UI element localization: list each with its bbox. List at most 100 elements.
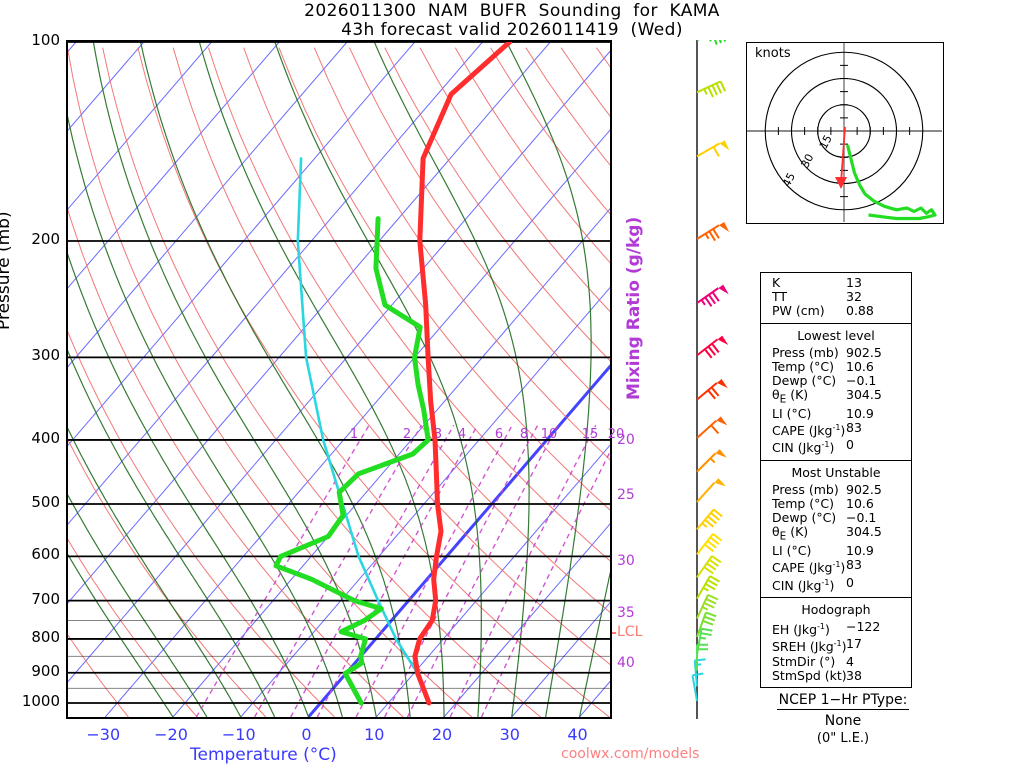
stats-value: 902.5 (846, 344, 882, 360)
stats-key: Press (mb) (772, 344, 839, 360)
stats-row: SREH (Jkg-1) 17 (761, 636, 911, 655)
pressure-tick-label: 100 (31, 31, 60, 49)
stats-heading: Hodograph (801, 602, 871, 618)
stats-key: StmSpd (kt) (772, 668, 847, 683)
stats-row: θE (K) 304.5 (761, 525, 911, 544)
stats-value: 304.5 (846, 524, 882, 540)
stats-key: SREH (Jkg-1) (772, 639, 847, 655)
stats-value: 32 (846, 289, 862, 305)
mixing-ratio-tick-label: 2 (402, 427, 412, 442)
height-tick-label: 35 (617, 605, 635, 621)
stats-value: −0.1 (846, 510, 877, 526)
stats-key: Dewp (°C) (772, 510, 837, 526)
stats-table: K 13 TT 32 PW (cm) 0.88 Lowest level Press (mb… (760, 272, 912, 689)
stats-value: 10.6 (846, 496, 874, 512)
stats-heading: Most Unstable (791, 464, 881, 480)
stats-value: 304.5 (846, 387, 882, 403)
temperature-tick-label: −20 (154, 725, 188, 744)
stats-row: EH (Jkg-1) −122 (761, 619, 911, 637)
mixing-ratio-tick-label: 15 (581, 427, 599, 442)
hodograph[interactable]: knots 15 30 45 (746, 42, 944, 224)
stats-key: StmDir (°) (772, 653, 836, 669)
mixing-ratio-tick-label: 20 (607, 427, 625, 442)
stats-row: θE (K) 304.5 (761, 388, 911, 407)
mixing-ratio-tick-label: 4 (457, 427, 467, 442)
stats-row: StmSpd (kt) 38 (761, 668, 911, 683)
height-tick-label: 40 (617, 655, 635, 671)
stats-value: 13 (846, 275, 862, 290)
mixing-ratio-tick-label: 6 (494, 427, 504, 442)
stats-heading: Lowest level (797, 327, 875, 343)
pressure-tick-label: 400 (31, 428, 60, 447)
temperature-tick-label: 0 (301, 725, 312, 744)
temperature-tick-label: 40 (567, 725, 588, 744)
stats-block-lowest: Lowest level Press (mb) 902.5 Temp (°C) 10.6… (761, 324, 911, 461)
stats-row: Temp (°C) 10.6 (761, 496, 911, 512)
svg-text:45: 45 (780, 171, 798, 189)
ptype-liquid-equivalent: (0" L.E.) (816, 731, 870, 746)
stats-row: Press (mb) 902.5 (761, 344, 911, 360)
temperature-tick-label: 20 (431, 725, 453, 744)
stats-key: Temp (°C) (772, 496, 835, 512)
stats-key: K (772, 275, 781, 290)
pressure-tick-label: 300 (31, 346, 60, 365)
stats-value: 10.9 (846, 405, 874, 421)
stats-key: Press (mb) (772, 481, 839, 497)
mixing-ratio-tick-label: 8 (519, 427, 529, 442)
stats-key: TT (772, 289, 788, 305)
skewt-diagram[interactable] (66, 40, 612, 719)
pressure-tick-label: 800 (31, 627, 60, 646)
height-tick-label: 25 (617, 487, 635, 503)
lcl-label: LCL (617, 624, 643, 640)
pressure-tick-label: 1000 (21, 691, 60, 710)
stats-key: Temp (°C) (772, 358, 835, 374)
pressure-tick-label: 200 (31, 229, 60, 248)
stats-row: Press (mb) 902.5 (761, 481, 911, 497)
stats-value: 0.88 (846, 303, 874, 319)
pressure-tick-label: 600 (31, 545, 60, 564)
pressure-tick-label: 500 (31, 493, 60, 511)
mixing-ratio-tick-label: 3 (433, 427, 443, 442)
temperature-axis-title: Temperature (°C) (190, 745, 337, 765)
stats-value: 83 (846, 557, 862, 573)
stats-value: 4 (846, 653, 854, 669)
stats-block-hodograph: Hodograph EH (Jkg-1) −122 SREH (Jkg-1) 17 Stm… (761, 598, 911, 687)
wind-barb-column (660, 30, 735, 719)
stats-row: CIN (Jkg-1) 0 (761, 438, 911, 456)
stats-row: LI (°C) 10.9 (761, 543, 911, 559)
svg-text:15: 15 (817, 133, 835, 151)
stats-row: LI (°C) 10.9 (761, 405, 911, 421)
stats-key: LI (°C) (772, 543, 812, 559)
stats-key: θE (K) (772, 524, 809, 543)
stats-value: 17 (846, 636, 862, 652)
stats-value: −0.1 (846, 373, 877, 389)
stats-key: CAPE (Jkg-1) (772, 423, 846, 439)
hodograph-units-label: knots (755, 46, 791, 61)
stats-value: −122 (846, 619, 881, 635)
stats-value: 83 (846, 420, 862, 436)
stats-block-unstable: Most Unstable Press (mb) 902.5 Temp (°C) 10.… (761, 461, 911, 599)
ptype-value: None (824, 713, 862, 729)
mixing-ratio-tick-label: 1 (349, 427, 359, 442)
stats-row: CAPE (Jkg-1) 83 (761, 557, 911, 576)
stats-key: CIN (Jkg-1) (772, 577, 835, 593)
stats-value: 10.6 (846, 358, 874, 374)
temperature-tick-label: −30 (86, 725, 121, 744)
pressure-tick-label: 900 (31, 661, 60, 680)
stats-key: CIN (Jkg-1) (772, 440, 835, 456)
stats-key: θE (K) (772, 387, 809, 406)
stats-value: 0 (846, 574, 854, 590)
stats-row: Temp (°C) 10.6 (761, 358, 911, 374)
mixing-ratio-axis-title: Mixing Ratio (g/kg) (624, 216, 644, 400)
stats-value: 38 (846, 668, 862, 683)
ptype-panel: NCEP 1−Hr PType: None (0" L.E.) (748, 692, 938, 746)
stats-value: 902.5 (846, 481, 882, 497)
stats-key: CAPE (Jkg-1) (772, 560, 846, 576)
mixing-ratio-tick-label: 10 (540, 427, 558, 442)
height-tick-label: 30 (617, 553, 635, 569)
stats-row: Dewp (°C) −0.1 (761, 373, 911, 389)
stats-row: TT 32 (761, 290, 911, 304)
pressure-tick-label: 700 (31, 589, 60, 608)
stats-key: PW (cm) (772, 303, 825, 319)
